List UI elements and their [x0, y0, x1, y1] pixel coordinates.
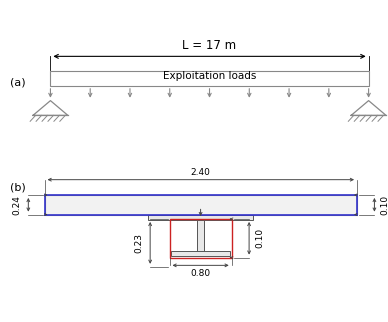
Text: Exploitation loads: Exploitation loads — [163, 71, 256, 81]
Text: L = 17 m: L = 17 m — [182, 39, 237, 52]
Text: 0.24: 0.24 — [12, 195, 21, 215]
Text: 0.23: 0.23 — [135, 233, 144, 253]
Text: (a): (a) — [10, 78, 25, 88]
Text: 2.40: 2.40 — [191, 168, 211, 177]
Text: 0.80: 0.80 — [191, 269, 211, 278]
Bar — [170, 219, 232, 258]
Bar — [171, 251, 230, 256]
Text: (b): (b) — [10, 182, 26, 192]
Text: 0.10: 0.10 — [255, 228, 265, 248]
Bar — [45, 195, 357, 214]
Bar — [197, 220, 204, 251]
Bar — [148, 214, 253, 220]
Text: 0.10: 0.10 — [381, 195, 388, 215]
Bar — [50, 71, 369, 86]
